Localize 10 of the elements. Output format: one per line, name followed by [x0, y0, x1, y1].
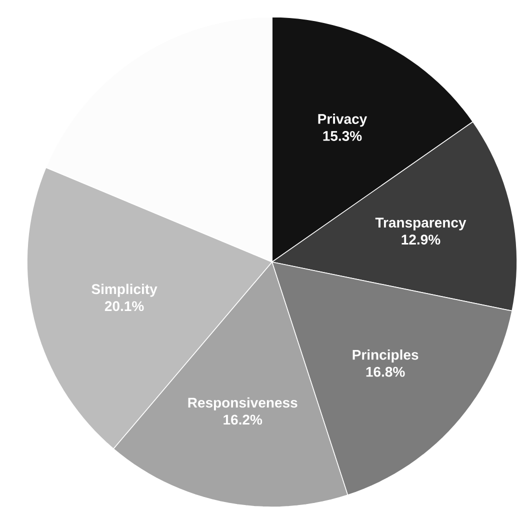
- data-label: 20.1%: [104, 301, 144, 312]
- data-label: 16.2%: [224, 414, 262, 425]
- slice-label: Simplicity: [92, 284, 158, 297]
- data-label: 12.9%: [402, 234, 440, 245]
- slice-label: Responsiveness: [188, 397, 298, 410]
- slice-label: Transparency: [375, 218, 466, 230]
- data-label: 16.8%: [366, 366, 405, 377]
- slice-label: Privacy: [318, 114, 368, 127]
- slice-label: Principles: [352, 350, 418, 363]
- data-label: 15.3%: [323, 131, 362, 141]
